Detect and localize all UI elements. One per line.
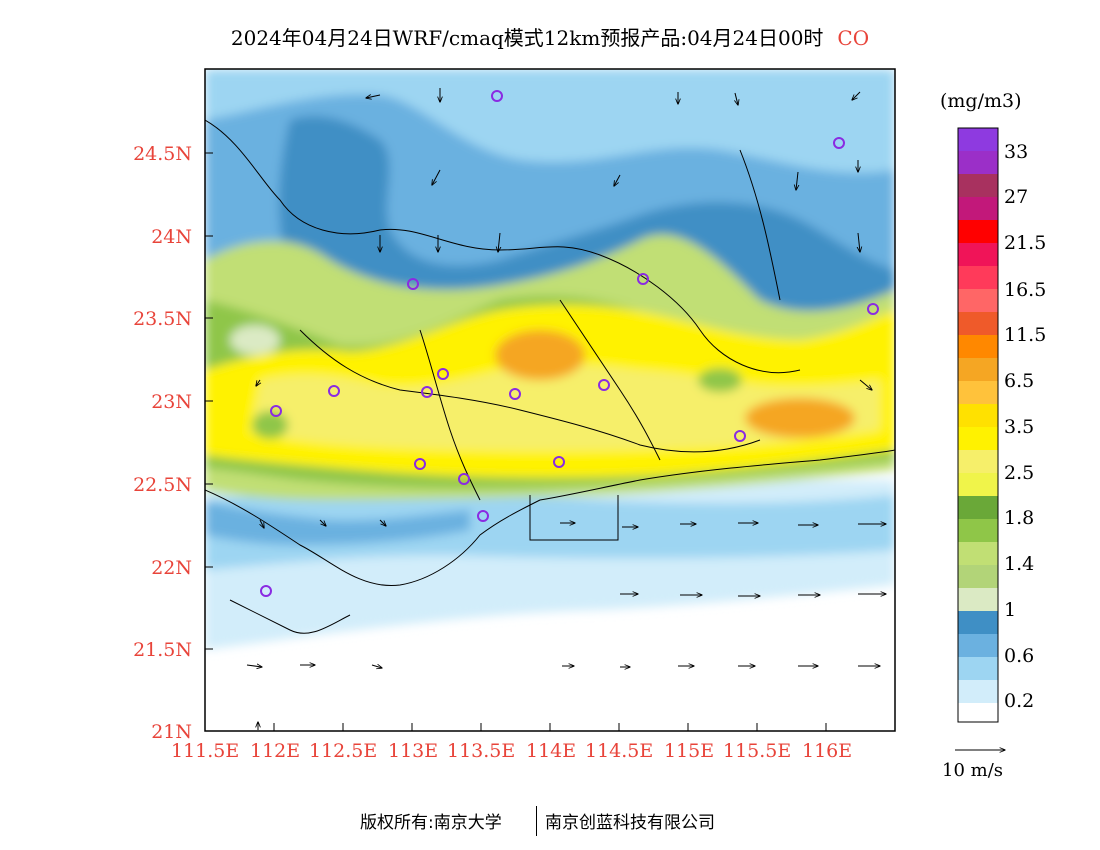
colorbar-label: 1.8 <box>1004 507 1035 529</box>
colorbar-label: 27 <box>1004 186 1029 208</box>
vector-legend-label: 10 m/s <box>942 760 1003 781</box>
station-marker <box>833 137 845 149</box>
station-marker <box>328 385 340 397</box>
colorbar-label: 16.5 <box>1004 279 1047 301</box>
chart-title: 2024年04月24日WRF/cmaq模式12km预报产品:04月24日00时 C… <box>0 22 1100 51</box>
colorbar-label: 1.4 <box>1004 553 1035 575</box>
lon-label: 112.5E <box>309 740 378 762</box>
station-marker <box>260 585 272 597</box>
copyright-right: 南京创蓝科技有限公司 <box>545 813 715 833</box>
lon-label: 113.5E <box>447 740 516 762</box>
colorbar-label: 33 <box>1004 141 1029 163</box>
lat-label: 23.5N <box>133 308 192 330</box>
lat-label: 24N <box>151 226 192 248</box>
colorbar-label: 0.2 <box>1004 690 1035 712</box>
station-marker <box>477 510 489 522</box>
lon-label: 114.5E <box>585 740 654 762</box>
station-marker <box>734 430 746 442</box>
lon-label: 114E <box>526 740 577 762</box>
lat-label: 24.5N <box>133 143 192 165</box>
station-marker <box>867 303 879 315</box>
colorbar-label: 11.5 <box>1004 324 1047 346</box>
colorbar-label: 2.5 <box>1004 462 1035 484</box>
lat-label: 21N <box>151 721 192 743</box>
lon-label: 112E <box>250 740 301 762</box>
lon-label: 113E <box>388 740 439 762</box>
station-marker <box>458 473 470 485</box>
species-label: CO <box>837 26 870 50</box>
colorbar-label: 3.5 <box>1004 416 1035 438</box>
station-marker <box>598 379 610 391</box>
colorbar-label: 6.5 <box>1004 370 1035 392</box>
lat-label: 22N <box>151 557 192 579</box>
lon-label: 116E <box>802 740 853 762</box>
colorbar <box>957 127 999 723</box>
station-marker <box>491 90 503 102</box>
copyright-left: 版权所有:南京大学 <box>360 813 502 833</box>
station-marker <box>421 386 433 398</box>
lat-label: 21.5N <box>133 639 192 661</box>
station-marker <box>509 388 521 400</box>
station-marker <box>553 456 565 468</box>
station-marker <box>437 368 449 380</box>
station-marker <box>414 458 426 470</box>
station-marker <box>270 405 282 417</box>
lon-label: 115E <box>664 740 715 762</box>
lat-label: 22.5N <box>133 474 192 496</box>
lat-label: 23N <box>151 391 192 413</box>
colorbar-label: 21.5 <box>1004 232 1047 254</box>
station-marker <box>637 273 649 285</box>
lon-label: 111.5E <box>171 740 240 762</box>
wind-vectors <box>246 88 886 730</box>
colorbar-units: (mg/m3) <box>940 90 1022 112</box>
concentration-field <box>205 69 895 731</box>
station-marker <box>407 278 419 290</box>
station-markers <box>260 90 879 597</box>
axis-ticks <box>205 152 827 731</box>
footer-divider <box>536 806 537 836</box>
lon-label: 115.5E <box>723 740 792 762</box>
colorbar-label: 1 <box>1004 599 1017 621</box>
title-text: 2024年04月24日WRF/cmaq模式12km预报产品:04月24日00时 <box>230 26 824 50</box>
colorbar-label: 0.6 <box>1004 645 1035 667</box>
